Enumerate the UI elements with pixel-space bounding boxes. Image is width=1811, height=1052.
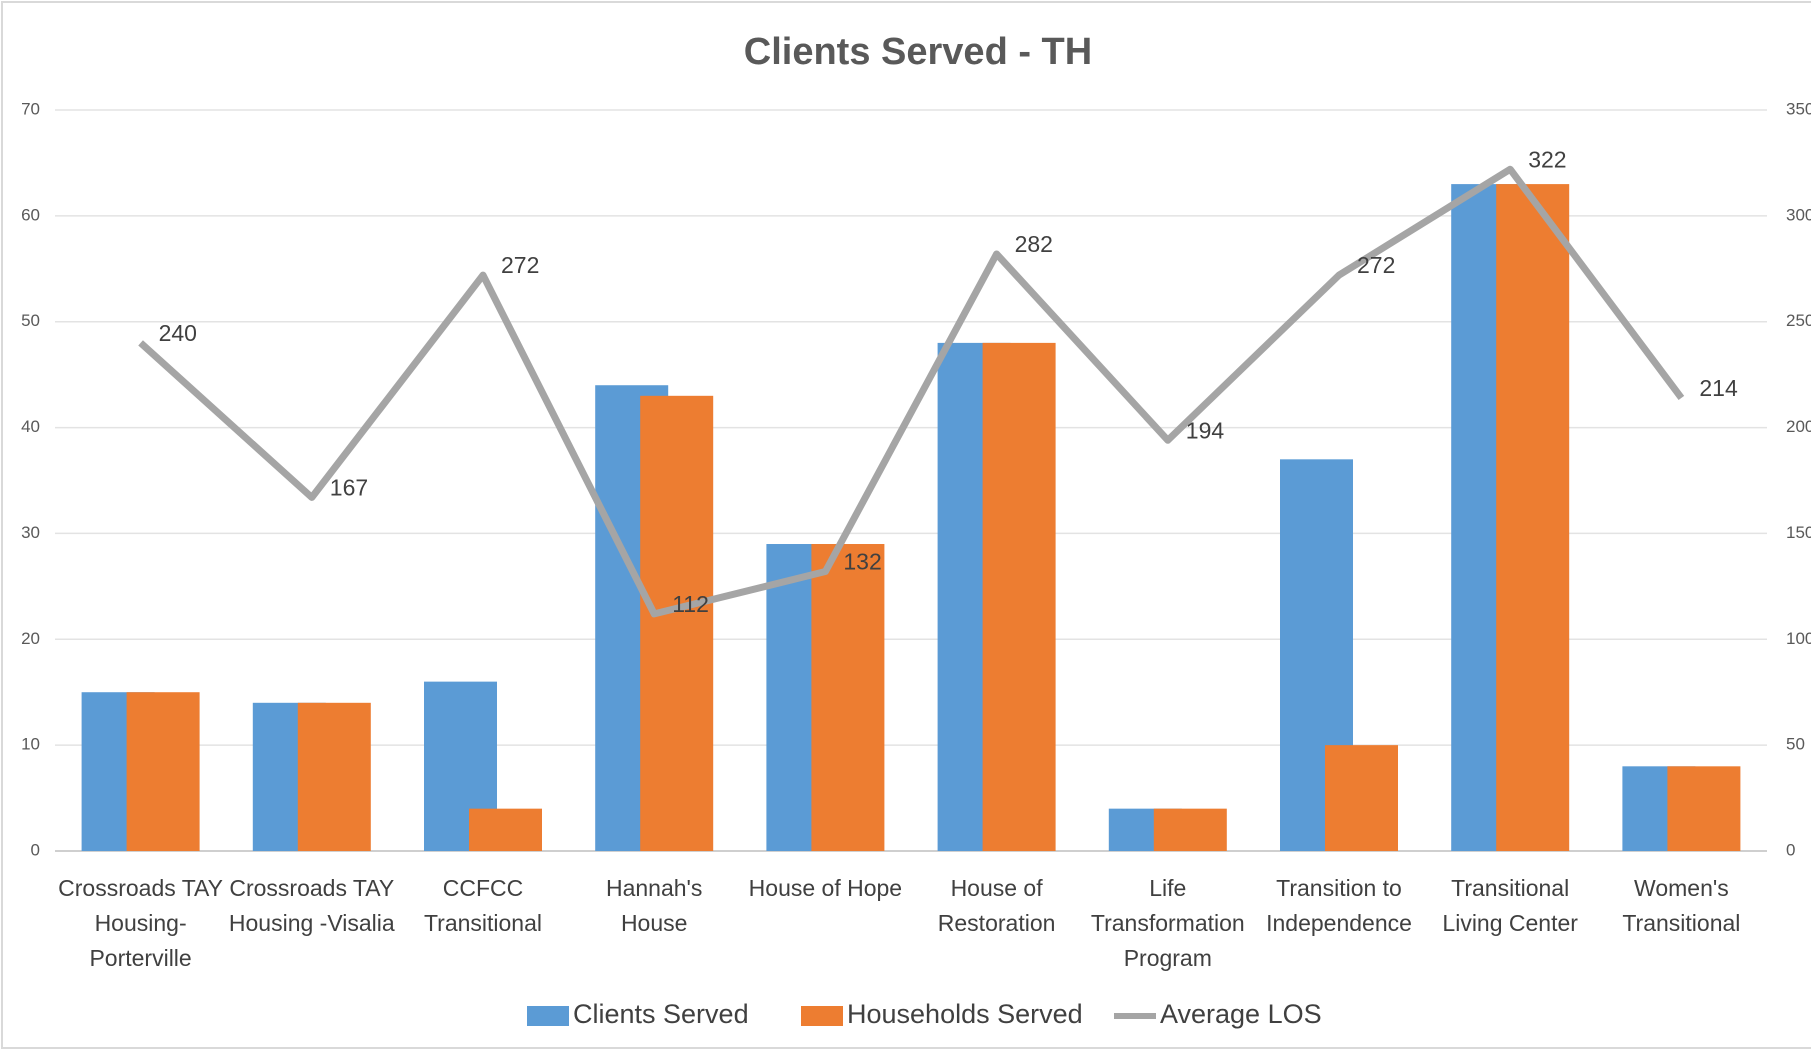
y2-tick-label: 100	[1786, 629, 1811, 648]
data-label: 272	[1357, 252, 1395, 278]
y-tick-label: 70	[21, 99, 40, 118]
legend-swatch	[527, 1006, 569, 1026]
y-tick-label: 10	[21, 735, 40, 754]
data-label: 132	[843, 549, 881, 575]
y-tick-label: 30	[21, 523, 40, 542]
data-label: 167	[330, 475, 368, 501]
chart-title: Clients Served - TH	[744, 31, 1092, 73]
x-tick-label: Crossroads TAY Housing-Porterville	[58, 875, 224, 971]
y-tick-label: 20	[21, 629, 40, 648]
bar	[640, 395, 714, 851]
x-tick-label: Women's Transitional	[1622, 875, 1741, 936]
x-tick-label: Hannah's House	[605, 875, 703, 936]
y2-tick-label: 300	[1786, 205, 1811, 224]
x-tick-label: Transition to Independence	[1266, 875, 1412, 936]
bar	[1325, 745, 1398, 851]
bar	[1667, 766, 1741, 851]
y2-tick-label: 200	[1786, 417, 1811, 436]
bar	[126, 692, 200, 851]
data-label: 322	[1528, 146, 1566, 172]
y2-tick-label: 350	[1786, 99, 1811, 118]
y-tick-label: 60	[21, 205, 40, 224]
data-label: 194	[1186, 417, 1225, 443]
y2-tick-label: 250	[1786, 311, 1811, 330]
y2-tick-label: 50	[1786, 735, 1805, 754]
data-label: 112	[672, 591, 709, 617]
data-label: 214	[1699, 375, 1738, 401]
x-tick-label: CCFCC Transitional	[423, 875, 543, 936]
line	[138, 165, 1685, 618]
legend-swatch	[801, 1006, 843, 1026]
y-tick-label: 40	[21, 417, 40, 436]
x-tick-label: Life Transformation Program	[1090, 875, 1245, 971]
y2-tick-label: 150	[1786, 523, 1811, 542]
legend-label: Average LOS	[1160, 999, 1322, 1029]
bar	[811, 544, 885, 851]
bar	[1496, 184, 1570, 852]
legend-label: Clients Served	[573, 999, 749, 1029]
x-tick-label: House of Restoration	[937, 875, 1056, 936]
bar	[982, 342, 1056, 851]
data-label: 282	[1015, 231, 1053, 257]
data-label: 240	[159, 320, 197, 346]
x-tick-label: House of Hope	[748, 875, 903, 901]
bar	[297, 702, 371, 851]
data-label: 272	[501, 252, 539, 278]
y2-tick-label: 0	[1786, 840, 1795, 859]
legend-label: Households Served	[847, 999, 1083, 1029]
bar	[469, 808, 542, 851]
bar	[1153, 808, 1227, 851]
y-tick-label: 50	[21, 311, 40, 330]
x-tick-label: Crossroads TAY Housing -Visalia	[228, 875, 395, 936]
y-tick-label: 0	[31, 840, 40, 859]
x-tick-label: Transitional Living Center	[1442, 875, 1578, 936]
